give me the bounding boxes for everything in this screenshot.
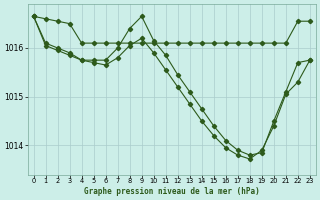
X-axis label: Graphe pression niveau de la mer (hPa): Graphe pression niveau de la mer (hPa) (84, 187, 260, 196)
